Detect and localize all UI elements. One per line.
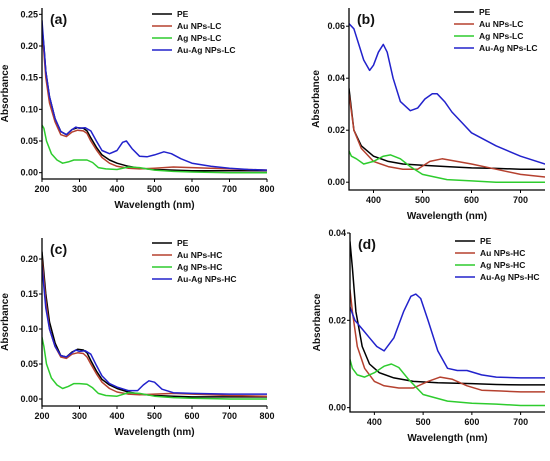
chart-panel-b: 400 500 600 700 0.00 0.02 0.04 0.06 Wavelength (… [311, 7, 545, 222]
series-line-ag-nps-lc [42, 124, 267, 174]
series-line-ag-nps-hc [350, 358, 545, 407]
panel-label: (c) [50, 241, 67, 257]
chart-panel-a: 200 300 400 500 600 700 800 0.00 0.05 0.10 0.15 0.2… [0, 8, 275, 211]
y-tick-label: 0.25 [20, 9, 38, 19]
x-tick-label: 700 [513, 195, 528, 205]
x-tick-label: 400 [109, 411, 124, 421]
legend-label: PE [177, 9, 189, 19]
x-tick-label: 500 [415, 195, 430, 205]
legend-label: Au-Ag NPs-HC [177, 274, 237, 284]
legend-label: Au-Ag NPs-LC [479, 43, 538, 53]
y-tick-label: 0.06 [327, 21, 345, 31]
y-tick-label: 0.00 [20, 394, 38, 404]
y-tick-label: 0.20 [20, 254, 38, 264]
legend-label: PE [480, 236, 492, 246]
x-axis-title: Wavelength (nm) [114, 427, 194, 438]
x-axis-title: Wavelength (nm) [407, 433, 487, 444]
x-tick-label: 600 [464, 195, 479, 205]
x-tick-label: 400 [109, 184, 124, 194]
y-axis-title: Absorbance [312, 293, 323, 351]
series-line-au-ag-nps-hc [42, 265, 267, 395]
x-tick-label: 600 [184, 411, 199, 421]
series-line-au-ag-nps-lc [42, 19, 267, 171]
legend-label: Ag NPs-HC [177, 262, 222, 272]
x-tick-label: 300 [72, 411, 87, 421]
y-tick-label: 0.04 [327, 73, 345, 83]
x-tick-label: 700 [222, 411, 237, 421]
series-line-pe [42, 251, 267, 398]
legend-label: Au NPs-HC [177, 250, 222, 260]
series-group [350, 240, 545, 407]
legend-label: Au-Ag NPs-HC [480, 272, 540, 282]
legend-label: Ag NPs-LC [479, 31, 523, 41]
y-tick-label: 0.00 [328, 403, 346, 413]
y-tick-label: 0.02 [327, 125, 345, 135]
x-axis-title: Wavelength (nm) [407, 211, 487, 222]
x-axis-title: Wavelength (nm) [114, 200, 194, 211]
y-axis-title: Absorbance [311, 70, 322, 128]
y-tick-label: 0.10 [20, 104, 38, 114]
x-tick-label: 500 [147, 411, 162, 421]
y-axis-title: Absorbance [0, 64, 11, 122]
x-tick-label: 400 [367, 417, 382, 427]
y-tick-label: 0.15 [20, 73, 38, 83]
y-tick-label: 0.20 [20, 41, 38, 51]
panel-label: (a) [50, 11, 67, 27]
x-tick-label: 200 [34, 411, 49, 421]
series-line-ag-nps-lc [349, 150, 545, 183]
y-tick-label: 0.05 [20, 136, 38, 146]
y-tick-label: 0.05 [20, 359, 38, 369]
y-tick-label: 0.00 [327, 177, 345, 187]
y-axis-title: Absorbance [0, 293, 11, 351]
x-tick-label: 400 [366, 195, 381, 205]
chart-panel-c: 200 300 400 500 600 700 800 0.00 0.05 0.10 0.15 0.2… [0, 238, 275, 438]
series-line-pe [349, 87, 545, 170]
x-tick-label: 700 [513, 417, 528, 427]
x-tick-label: 700 [222, 184, 237, 194]
y-tick-label: 0.04 [328, 228, 346, 238]
panel-label: (d) [358, 236, 376, 252]
panel-label: (b) [357, 11, 375, 27]
x-tick-label: 500 [147, 184, 162, 194]
series-group [349, 22, 545, 183]
axis-frame [41, 238, 267, 407]
x-tick-label: 800 [259, 184, 274, 194]
x-tick-label: 200 [34, 184, 49, 194]
chart-panel-d: 400 500 600 700 0.00 0.02 0.04 Wavelength (nm) A… [312, 228, 545, 444]
x-tick-label: 800 [259, 411, 274, 421]
legend-label: PE [479, 7, 491, 17]
y-tick-label: 0.02 [328, 315, 346, 325]
x-tick-label: 600 [184, 184, 199, 194]
axis-frame [348, 8, 545, 191]
legend-label: Ag NPs-HC [480, 260, 525, 270]
series-line-au-nps-lc [349, 93, 545, 178]
legend-label: Ag NPs-LC [177, 33, 221, 43]
series-line-au-nps-lc [42, 32, 267, 171]
legend-label: Au-Ag NPs-LC [177, 45, 236, 55]
legend-label: Au NPs-LC [479, 19, 523, 29]
x-tick-label: 500 [416, 417, 431, 427]
series-line-pe [350, 240, 545, 386]
y-tick-label: 0.10 [20, 324, 38, 334]
x-tick-label: 600 [464, 417, 479, 427]
axis-frame [349, 233, 545, 413]
y-tick-label: 0.15 [20, 289, 38, 299]
legend-label: PE [177, 238, 189, 248]
series-line-au-ag-nps-lc [349, 22, 545, 165]
series-line-au-ag-nps-hc [350, 293, 545, 379]
series-group [42, 251, 267, 400]
series-group [42, 19, 267, 174]
axis-frame [41, 8, 267, 180]
series-line-au-nps-hc [350, 289, 545, 393]
legend-label: Au NPs-LC [177, 21, 221, 31]
y-tick-label: 0.00 [20, 168, 38, 178]
legend-label: Au NPs-HC [480, 248, 525, 258]
x-tick-label: 300 [72, 184, 87, 194]
series-line-ag-nps-hc [42, 336, 267, 400]
